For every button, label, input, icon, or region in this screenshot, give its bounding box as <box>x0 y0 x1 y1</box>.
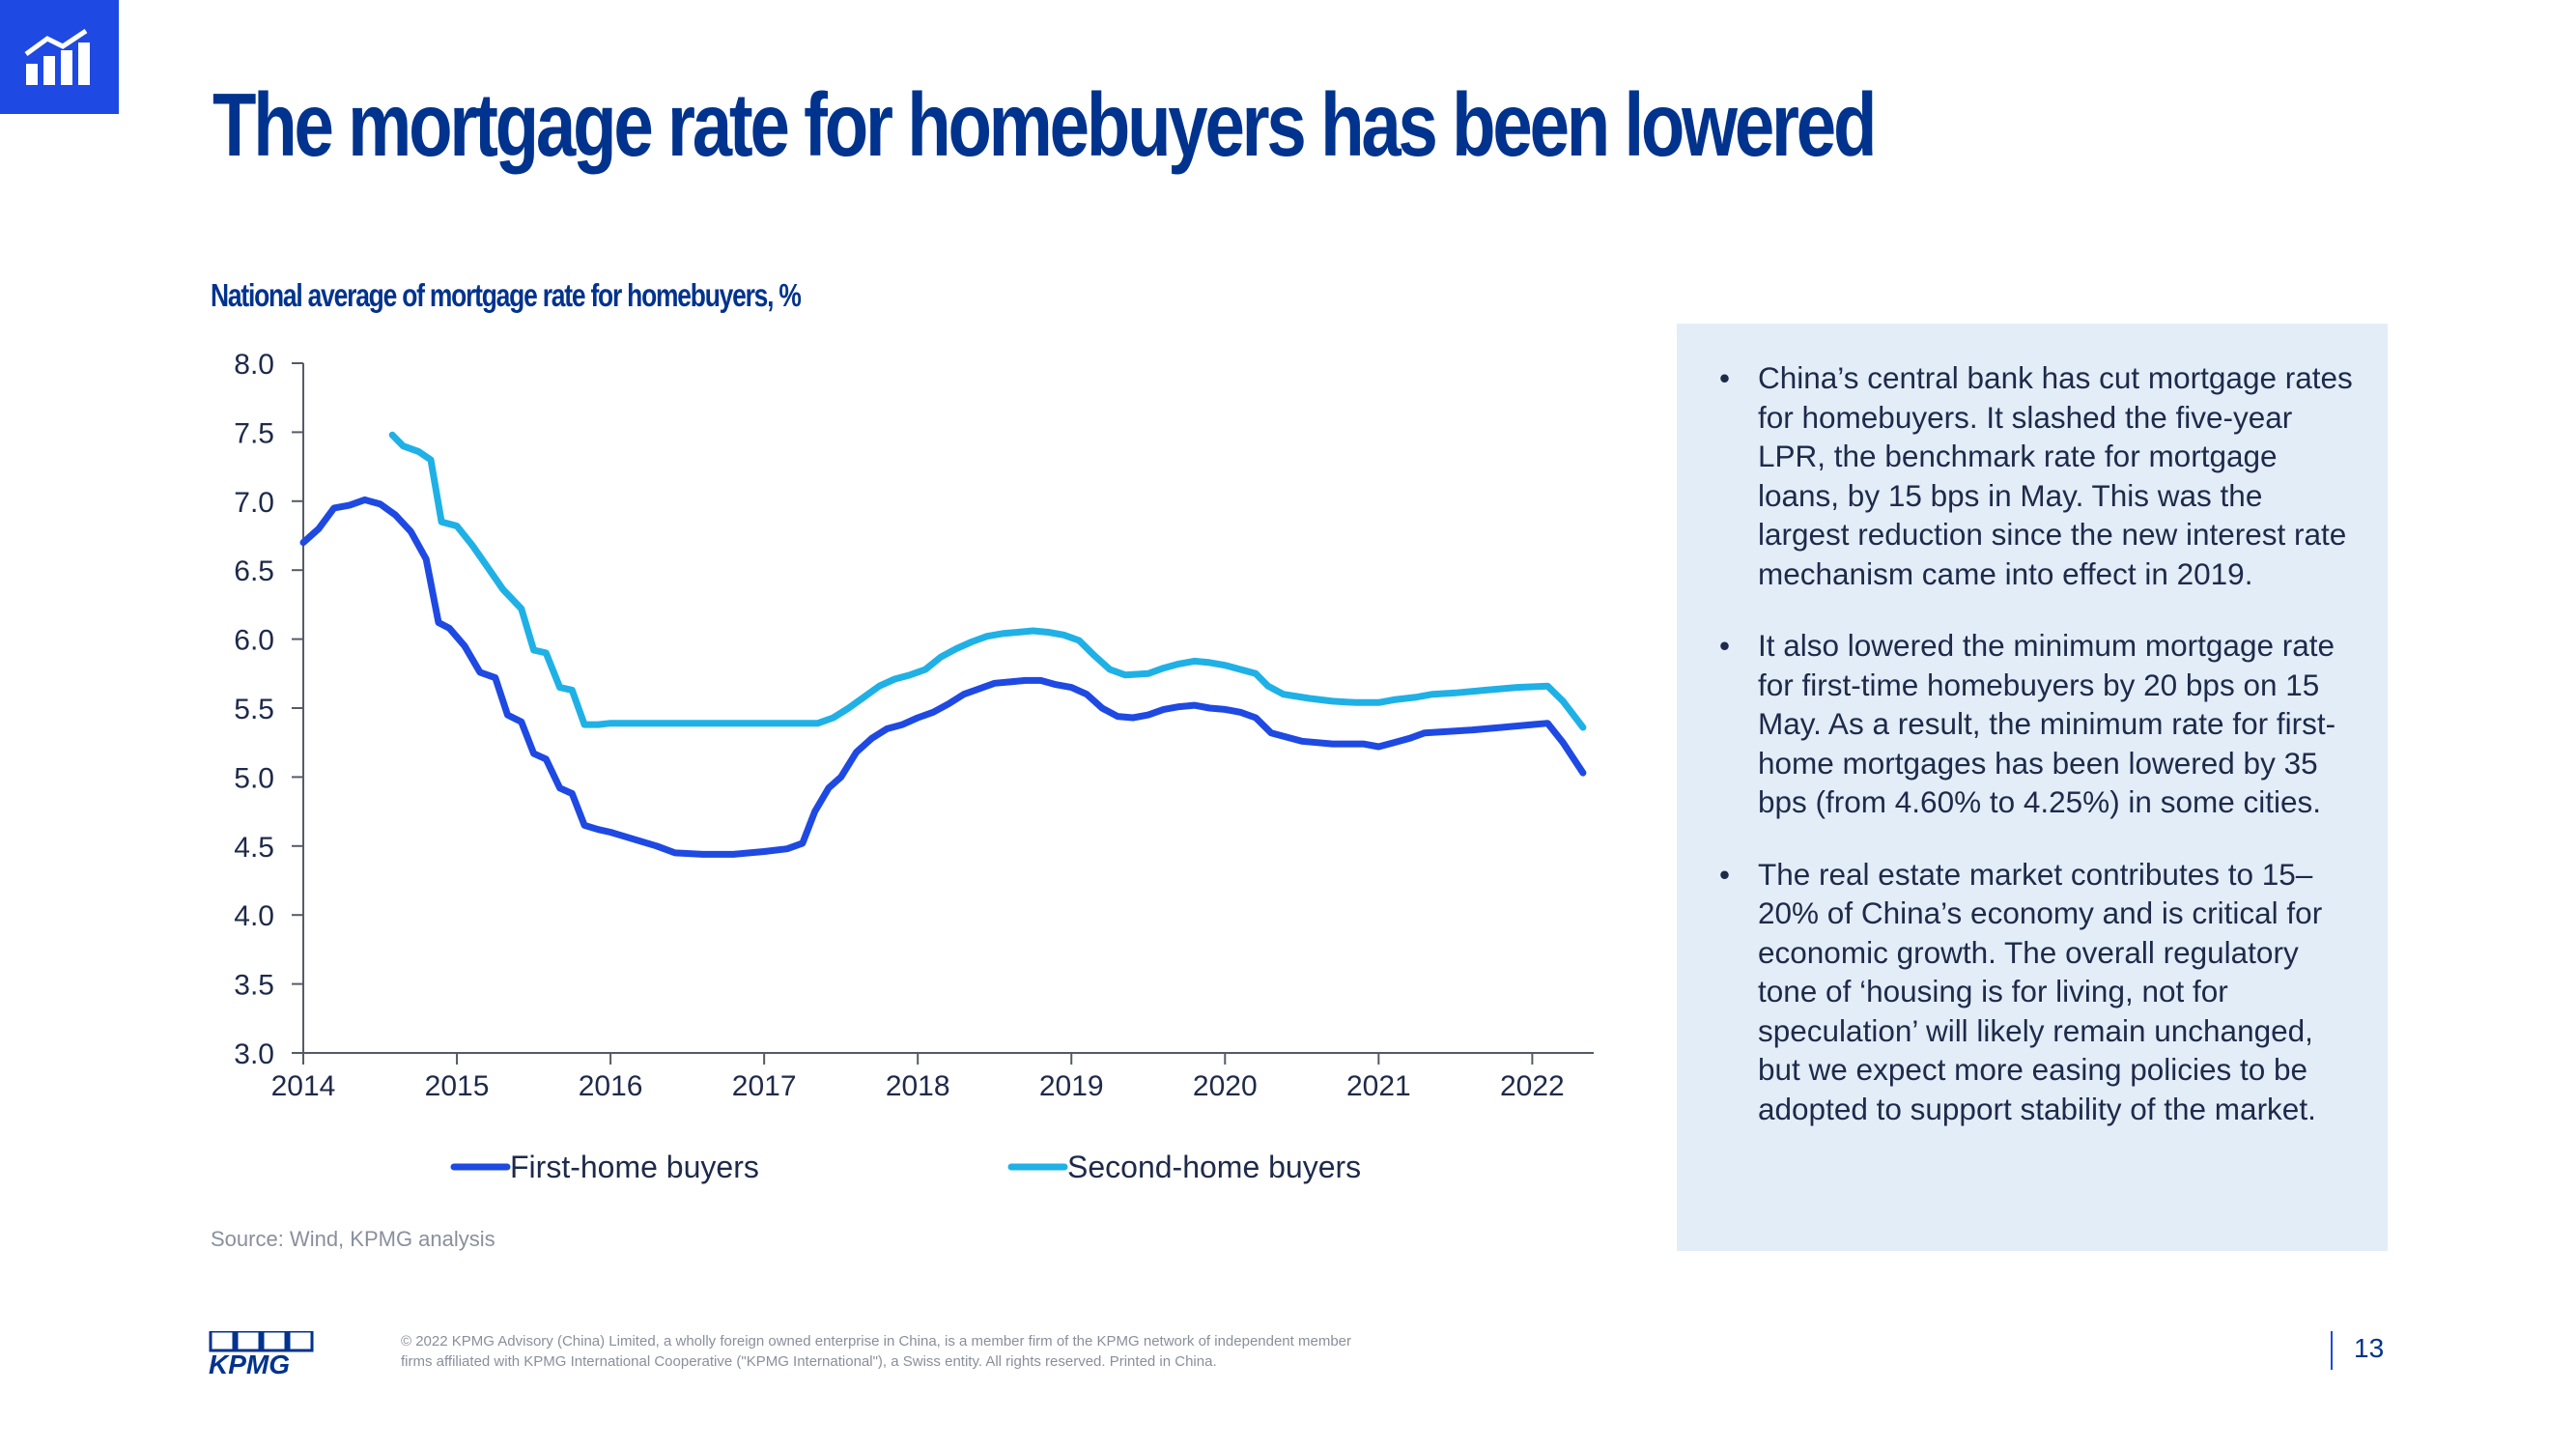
corner-badge <box>0 0 119 114</box>
page-divider <box>2331 1331 2333 1370</box>
bar-chart-icon <box>24 29 90 85</box>
y-tick-label: 7.0 <box>234 487 274 519</box>
y-tick-label: 6.5 <box>234 555 274 587</box>
y-tick-label: 3.0 <box>234 1038 274 1070</box>
y-tick-label: 7.5 <box>234 417 274 449</box>
commentary-panel: • China’s central bank has cut mortgage … <box>1677 324 2388 1251</box>
x-tick-label: 2018 <box>886 1070 950 1102</box>
y-tick-label: 8.0 <box>234 349 274 381</box>
kpmg-logo: KPMG <box>209 1331 314 1376</box>
bullet-dot-icon: • <box>1719 856 1731 892</box>
x-tick-label: 2022 <box>1500 1070 1565 1102</box>
bullet-text: China’s central bank has cut mortgage ra… <box>1758 360 2353 591</box>
kpmg-logo-text: KPMG <box>209 1350 290 1376</box>
x-tick-label: 2014 <box>271 1070 336 1102</box>
bullet-text: The real estate market contributes to 15… <box>1758 856 2323 1126</box>
chart-subtitle: National average of mortgage rate for ho… <box>211 277 802 313</box>
x-tick-label: 2017 <box>732 1070 797 1102</box>
x-tick-label: 2021 <box>1346 1070 1411 1102</box>
bullet-item: • China’s central bank has cut mortgage … <box>1719 358 2359 593</box>
source-note: Source: Wind, KPMG analysis <box>211 1227 495 1251</box>
line-chart: 3.0 3.5 4.0 4.5 5.0 5.5 6.0 6.5 7.0 7.5 8.0 2014 201… <box>234 349 1594 1184</box>
page-title: The mortgage rate for homebuyers has bee… <box>212 74 1877 175</box>
x-tick-label: 2016 <box>579 1070 643 1102</box>
bullet-text: It also lowered the minimum mortgage rat… <box>1758 628 2336 819</box>
bullet-item: • The real estate market contributes to … <box>1719 855 2359 1129</box>
y-tick-label: 4.5 <box>234 832 274 864</box>
x-tick-label: 2020 <box>1193 1070 1258 1102</box>
bullet-item: • It also lowered the minimum mortgage r… <box>1719 626 2359 822</box>
y-tick-label: 6.0 <box>234 625 274 657</box>
series-line-second-home <box>388 431 1587 731</box>
page-number: 13 <box>2354 1333 2385 1363</box>
legend-label: Second-home buyers <box>1067 1150 1361 1184</box>
legend-label: First-home buyers <box>510 1150 759 1184</box>
bullet-dot-icon: • <box>1719 628 1731 663</box>
y-tick-label: 5.0 <box>234 762 274 794</box>
y-tick-label: 3.5 <box>234 970 274 1002</box>
y-tick-label: 4.0 <box>234 900 274 932</box>
legal-note: © 2022 KPMG Advisory (China) Limited, a … <box>401 1333 1352 1370</box>
series-line-first-home <box>299 496 1587 858</box>
x-tick-label: 2019 <box>1039 1070 1104 1102</box>
x-tick-label: 2015 <box>425 1070 490 1102</box>
y-tick-label: 5.5 <box>234 694 274 725</box>
bullet-dot-icon: • <box>1719 360 1731 395</box>
commentary-list: • China’s central bank has cut mortgage … <box>1719 358 2359 1128</box>
